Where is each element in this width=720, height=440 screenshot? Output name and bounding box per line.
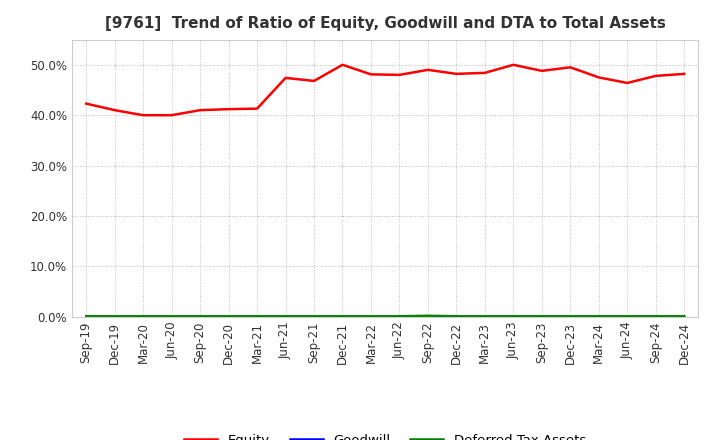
Equity: [595, 75, 603, 80]
Equity: [366, 72, 375, 77]
Goodwill: [566, 314, 575, 319]
Goodwill: [395, 314, 404, 319]
Deferred Tax Assets: [595, 314, 603, 319]
Equity: [395, 72, 404, 77]
Goodwill: [680, 314, 688, 319]
Deferred Tax Assets: [480, 314, 489, 319]
Goodwill: [480, 314, 489, 319]
Deferred Tax Assets: [680, 314, 688, 319]
Equity: [680, 71, 688, 77]
Goodwill: [196, 314, 204, 319]
Line: Equity: Equity: [86, 65, 684, 115]
Legend: Equity, Goodwill, Deferred Tax Assets: Equity, Goodwill, Deferred Tax Assets: [179, 429, 591, 440]
Deferred Tax Assets: [652, 314, 660, 319]
Equity: [566, 65, 575, 70]
Goodwill: [225, 314, 233, 319]
Deferred Tax Assets: [225, 314, 233, 319]
Deferred Tax Assets: [167, 314, 176, 319]
Goodwill: [452, 314, 461, 319]
Equity: [167, 113, 176, 118]
Goodwill: [595, 314, 603, 319]
Goodwill: [338, 314, 347, 319]
Goodwill: [366, 314, 375, 319]
Deferred Tax Assets: [110, 314, 119, 319]
Deferred Tax Assets: [566, 314, 575, 319]
Goodwill: [623, 314, 631, 319]
Goodwill: [652, 314, 660, 319]
Equity: [509, 62, 518, 67]
Equity: [196, 107, 204, 113]
Equity: [452, 71, 461, 77]
Title: [9761]  Trend of Ratio of Equity, Goodwill and DTA to Total Assets: [9761] Trend of Ratio of Equity, Goodwil…: [105, 16, 665, 32]
Deferred Tax Assets: [338, 314, 347, 319]
Goodwill: [310, 314, 318, 319]
Equity: [282, 75, 290, 81]
Equity: [652, 73, 660, 78]
Deferred Tax Assets: [395, 314, 404, 319]
Deferred Tax Assets: [423, 313, 432, 319]
Equity: [423, 67, 432, 73]
Goodwill: [423, 314, 432, 319]
Deferred Tax Assets: [452, 314, 461, 319]
Goodwill: [253, 314, 261, 319]
Goodwill: [167, 314, 176, 319]
Deferred Tax Assets: [82, 314, 91, 319]
Equity: [537, 68, 546, 73]
Equity: [253, 106, 261, 111]
Deferred Tax Assets: [282, 314, 290, 319]
Equity: [480, 70, 489, 76]
Goodwill: [282, 314, 290, 319]
Equity: [225, 106, 233, 112]
Deferred Tax Assets: [310, 314, 318, 319]
Equity: [623, 81, 631, 86]
Deferred Tax Assets: [366, 314, 375, 319]
Deferred Tax Assets: [196, 314, 204, 319]
Equity: [82, 101, 91, 106]
Equity: [139, 113, 148, 118]
Goodwill: [537, 314, 546, 319]
Deferred Tax Assets: [509, 314, 518, 319]
Goodwill: [82, 314, 91, 319]
Equity: [310, 78, 318, 84]
Goodwill: [139, 314, 148, 319]
Deferred Tax Assets: [537, 314, 546, 319]
Goodwill: [509, 314, 518, 319]
Equity: [338, 62, 347, 67]
Deferred Tax Assets: [253, 314, 261, 319]
Equity: [110, 107, 119, 113]
Deferred Tax Assets: [623, 314, 631, 319]
Deferred Tax Assets: [139, 314, 148, 319]
Goodwill: [110, 314, 119, 319]
